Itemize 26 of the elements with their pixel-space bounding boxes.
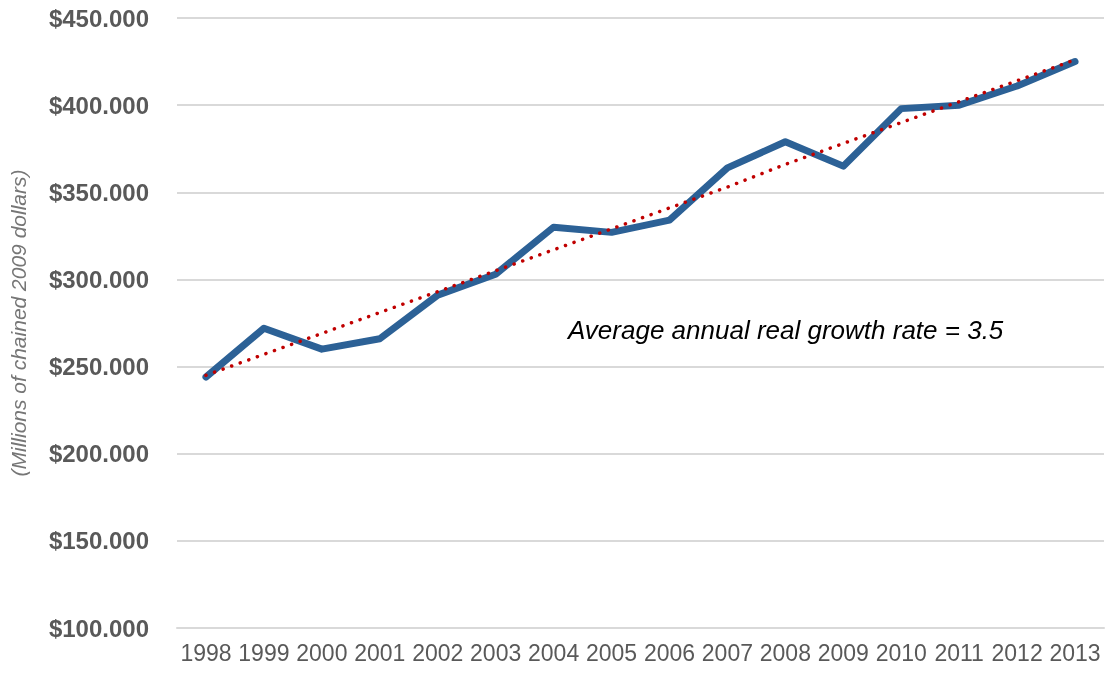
x-tick-label: 2012 (991, 639, 1043, 666)
x-tick-label: 2010 (875, 639, 927, 666)
x-tick-label: 2009 (817, 639, 869, 666)
y-axis-title: (Millions of chained 2009 dollars) (7, 169, 30, 477)
x-tick-label: 2000 (296, 639, 348, 666)
y-tick-label: $100.000 (48, 614, 149, 642)
x-tick-label: 2007 (701, 639, 753, 666)
x-tick-label: 2001 (354, 639, 406, 666)
y-tick-label: $400.000 (48, 91, 149, 119)
x-tick-label: 2013 (1049, 639, 1101, 666)
y-tick-label: $300.000 (48, 265, 149, 293)
x-tick-label: 2005 (585, 639, 638, 666)
x-tick-label: 1999 (238, 639, 290, 666)
y-tick-label: $450.000 (48, 4, 149, 32)
x-tick-label: 2011 (934, 639, 984, 666)
y-tick-label: $250.000 (48, 353, 149, 381)
y-tick-label: $150.000 (48, 527, 149, 555)
x-tick-label: 2003 (470, 639, 522, 666)
x-tick-label: 2008 (759, 639, 811, 666)
x-tick-label: 2002 (412, 639, 464, 666)
y-tick-label: $350.000 (48, 178, 149, 206)
annotation: Average annual real growth rate = 3.5 (566, 315, 1004, 345)
y-tick-label: $200.000 (48, 440, 149, 468)
x-tick-label: 2004 (528, 639, 580, 666)
x-tick-label: 2006 (643, 639, 696, 666)
x-tick-label: 1998 (180, 639, 232, 666)
